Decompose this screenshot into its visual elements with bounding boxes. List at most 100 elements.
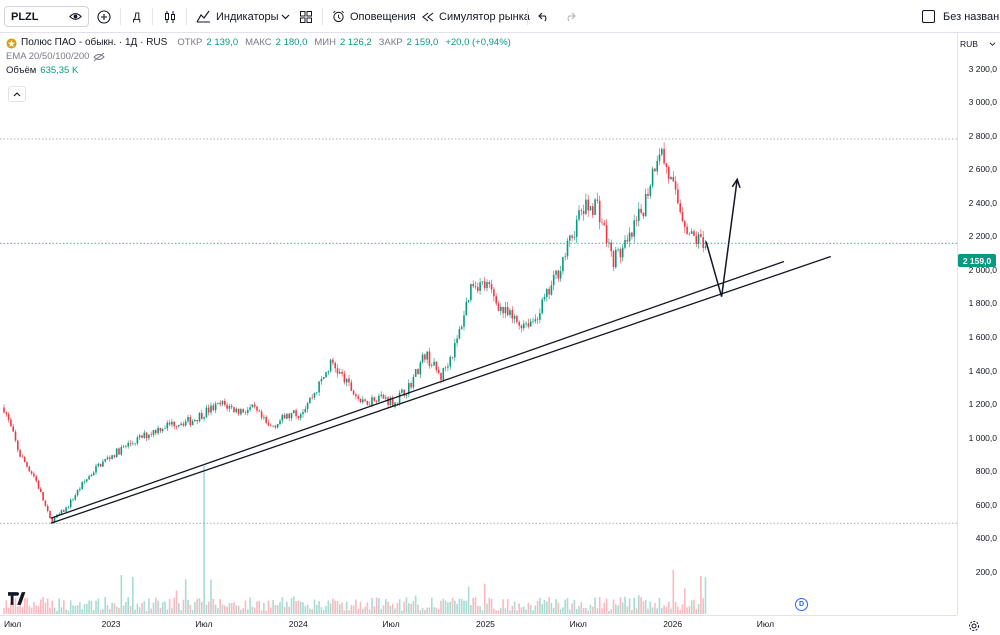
- alarm-clock-icon: [333, 10, 344, 23]
- symbol-title[interactable]: Полюс ПАО - обыкн. · 1Д · RUS: [21, 37, 168, 48]
- volume-bar: [109, 608, 111, 614]
- candle-body: [132, 443, 134, 445]
- volume-bar: [686, 607, 688, 614]
- candle-body: [49, 510, 51, 519]
- candle-body: [700, 234, 702, 238]
- redo-button[interactable]: [564, 0, 576, 33]
- interval-button[interactable]: Д: [133, 10, 141, 23]
- undo-button[interactable]: [538, 0, 550, 33]
- chevron-down-icon: [989, 42, 996, 46]
- candle-body: [506, 307, 509, 316]
- candle-body: [431, 365, 433, 367]
- candle-body: [621, 247, 624, 258]
- candle-body: [617, 249, 619, 250]
- volume-bar: [228, 603, 231, 614]
- volume-bar: [463, 600, 465, 614]
- replay-button[interactable]: Симулятор рынка: [422, 0, 530, 33]
- candle-body: [442, 368, 445, 380]
- layout-menu-button[interactable]: Без названия: [922, 0, 1000, 33]
- volume-bar: [497, 610, 500, 614]
- volume-bar: [251, 606, 254, 614]
- toolbar-divider: [152, 8, 153, 25]
- symbol-search-button[interactable]: PLZL: [4, 6, 89, 27]
- volume-bar: [198, 598, 201, 614]
- trendline-upper[interactable]: [50, 260, 785, 519]
- indicators-dropdown-button[interactable]: [281, 0, 290, 33]
- candle-body: [396, 402, 399, 404]
- volume-bar: [428, 607, 431, 614]
- open-label: ОТКР: [177, 37, 203, 48]
- volume-bar: [46, 598, 49, 614]
- price-tick-label: 3 000,0: [968, 97, 997, 108]
- volume-bar: [341, 602, 343, 614]
- candle-body: [74, 495, 77, 500]
- time-tick-label: Июл: [195, 619, 213, 629]
- layout-checkbox[interactable]: [922, 10, 935, 23]
- candle-body: [79, 488, 81, 490]
- volume-bar: [313, 599, 316, 614]
- candle-body: [670, 176, 672, 180]
- hidden-eye-icon[interactable]: [93, 52, 106, 62]
- volume-bar: [640, 597, 642, 614]
- high-value: 2 180,0: [275, 37, 308, 48]
- candles-icon: [165, 10, 175, 23]
- candle-body: [631, 232, 633, 237]
- dividend-event-marker[interactable]: D: [795, 598, 808, 611]
- candle-body: [454, 343, 456, 358]
- volume-bar: [667, 601, 670, 614]
- tradingview-logo[interactable]: [8, 592, 30, 610]
- trendline-lower[interactable]: [50, 255, 832, 524]
- templates-button[interactable]: [300, 0, 312, 33]
- volume-bar: [168, 598, 171, 614]
- candle-body: [205, 407, 208, 418]
- volume-bar: [456, 603, 458, 614]
- price-tick-label: 2 000,0: [968, 264, 997, 275]
- candle-body: [35, 476, 37, 481]
- candle-body: [391, 397, 394, 407]
- time-axis[interactable]: Июл 2023 Июл 2024 Июл 2025 Июл 2026 Июл: [0, 615, 957, 635]
- candle-body: [175, 426, 178, 427]
- candle-body: [516, 316, 518, 323]
- volume-bar: [81, 609, 83, 614]
- collapse-legend-button[interactable]: [8, 86, 26, 102]
- price-tick-label: 800,0: [975, 466, 997, 477]
- compare-eye-icon[interactable]: [69, 10, 82, 23]
- candle-body: [474, 286, 477, 288]
- candle-body: [189, 417, 192, 426]
- price-chart[interactable]: [0, 33, 957, 615]
- volume-bar: [511, 605, 514, 614]
- candle-body: [219, 402, 221, 405]
- price-axis[interactable]: 3 200,0 3 000,0 2 800,0 2 600,0 2 400,0 2 200…: [957, 33, 1000, 615]
- ema-indicator-label[interactable]: EMA 20/50/100/200: [6, 51, 90, 62]
- indicators-button[interactable]: Индикаторы: [196, 0, 279, 33]
- candle-body: [281, 415, 284, 421]
- chart-type-button[interactable]: [163, 0, 177, 33]
- candle-body: [513, 316, 516, 319]
- candle-body: [173, 421, 175, 427]
- price-tick-label: 600,0: [975, 499, 997, 510]
- add-symbol-button[interactable]: [97, 0, 111, 33]
- alerts-button[interactable]: Оповещения: [332, 0, 416, 33]
- volume-bar: [214, 604, 217, 614]
- candle-body: [493, 289, 495, 297]
- axis-settings-button[interactable]: [968, 619, 980, 635]
- forecast-path-drawing[interactable]: [705, 179, 738, 297]
- price-tick-label: 200,0: [975, 566, 997, 577]
- volume-bar: [371, 597, 373, 614]
- candle-body: [127, 442, 129, 447]
- volume-bar: [670, 608, 672, 614]
- volume-label[interactable]: Объём: [6, 65, 37, 76]
- candle-body: [256, 406, 258, 411]
- volume-bar: [541, 604, 543, 614]
- volume-bar: [566, 598, 569, 614]
- candle-body: [428, 351, 431, 366]
- candle-body: [552, 274, 555, 286]
- candle-body: [640, 208, 642, 213]
- volume-bar: [414, 595, 417, 614]
- volume-bar: [194, 602, 196, 614]
- volume-bar: [97, 598, 100, 614]
- currency-button[interactable]: RUB: [960, 37, 996, 51]
- volume-bar: [207, 601, 210, 614]
- volume-bar: [631, 609, 633, 614]
- candle-body: [76, 489, 79, 496]
